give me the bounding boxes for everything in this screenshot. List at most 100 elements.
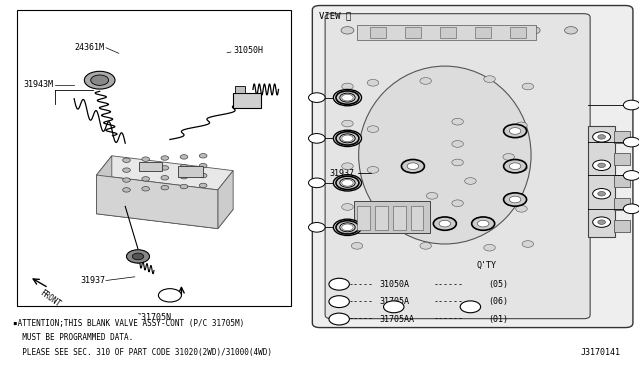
Text: -----: -----	[349, 315, 374, 324]
Bar	[614, 220, 630, 232]
Bar	[370, 28, 386, 38]
Circle shape	[142, 167, 150, 171]
Text: Ⓐ: Ⓐ	[630, 206, 634, 212]
Bar	[440, 28, 456, 38]
Bar	[614, 153, 630, 165]
Circle shape	[340, 93, 355, 102]
Bar	[140, 162, 162, 171]
Circle shape	[127, 250, 150, 263]
Circle shape	[598, 220, 605, 224]
Circle shape	[465, 178, 476, 185]
Circle shape	[477, 220, 489, 227]
Circle shape	[342, 120, 353, 127]
Circle shape	[504, 160, 527, 173]
Circle shape	[308, 134, 325, 143]
Circle shape	[504, 124, 527, 138]
Circle shape	[308, 178, 325, 187]
Bar	[393, 206, 406, 230]
Text: ------: ------	[434, 297, 463, 306]
Circle shape	[484, 244, 495, 251]
Circle shape	[472, 217, 495, 230]
Text: -----: -----	[349, 280, 374, 289]
Circle shape	[504, 193, 527, 206]
Circle shape	[623, 204, 640, 214]
Text: ------: ------	[434, 315, 463, 324]
Circle shape	[341, 27, 354, 34]
Text: Ⓑ: Ⓑ	[630, 173, 634, 178]
Circle shape	[452, 159, 463, 166]
Circle shape	[329, 313, 349, 325]
Circle shape	[407, 163, 419, 170]
Circle shape	[367, 80, 379, 86]
Circle shape	[484, 76, 495, 83]
Circle shape	[308, 93, 325, 102]
Circle shape	[433, 217, 456, 230]
Circle shape	[509, 196, 521, 203]
Circle shape	[91, 75, 109, 86]
Text: (01): (01)	[488, 315, 508, 324]
Circle shape	[522, 241, 534, 247]
Circle shape	[598, 192, 605, 196]
Text: ------: ------	[434, 280, 463, 289]
Bar	[475, 28, 491, 38]
Text: Ⓐ: Ⓐ	[315, 95, 319, 100]
Circle shape	[123, 158, 131, 163]
Text: -----: -----	[349, 297, 374, 306]
Text: 31705AA: 31705AA	[380, 315, 414, 324]
Circle shape	[598, 163, 605, 167]
Circle shape	[308, 222, 325, 232]
Text: (05): (05)	[488, 280, 508, 289]
Circle shape	[593, 217, 611, 227]
Circle shape	[415, 27, 428, 34]
Text: 24361M: 24361M	[74, 42, 104, 51]
FancyBboxPatch shape	[325, 14, 590, 319]
Circle shape	[336, 91, 359, 104]
Text: Ⓐ: Ⓐ	[315, 180, 319, 186]
Text: J3170141: J3170141	[580, 347, 620, 356]
Bar	[411, 206, 424, 230]
Circle shape	[452, 200, 463, 206]
Text: VIEW Ⓐ: VIEW Ⓐ	[319, 11, 351, 20]
Circle shape	[333, 89, 362, 106]
Circle shape	[342, 224, 353, 231]
Text: 31705A: 31705A	[380, 297, 410, 306]
Circle shape	[123, 168, 131, 172]
Text: FRONT: FRONT	[38, 288, 62, 309]
Text: MUST BE PROGRAMMED DATA.: MUST BE PROGRAMMED DATA.	[13, 333, 134, 343]
Text: ‶31705N: ‶31705N	[136, 313, 172, 322]
Polygon shape	[97, 156, 233, 190]
Bar	[232, 93, 260, 108]
Circle shape	[420, 78, 431, 84]
Circle shape	[161, 186, 169, 190]
Circle shape	[342, 180, 353, 186]
Circle shape	[161, 176, 169, 180]
Text: (06): (06)	[488, 297, 508, 306]
Text: ▪ATTENTION;THIS BLANK VALVE ASSY-CONT (P/C 31705M): ▪ATTENTION;THIS BLANK VALVE ASSY-CONT (P…	[13, 319, 244, 328]
Polygon shape	[97, 156, 112, 214]
Text: Ⓐ: Ⓐ	[337, 281, 341, 287]
Circle shape	[333, 130, 362, 147]
Ellipse shape	[358, 66, 531, 244]
Circle shape	[142, 177, 150, 181]
Circle shape	[522, 83, 534, 90]
Bar	[588, 126, 615, 237]
Circle shape	[516, 122, 527, 129]
Bar	[354, 201, 431, 233]
Circle shape	[84, 71, 115, 89]
Circle shape	[329, 278, 349, 290]
Circle shape	[336, 132, 359, 145]
Bar	[614, 176, 630, 187]
Circle shape	[180, 155, 188, 159]
Circle shape	[142, 186, 150, 191]
Circle shape	[401, 160, 424, 173]
Circle shape	[593, 189, 611, 199]
Bar	[405, 28, 421, 38]
Polygon shape	[218, 171, 233, 229]
Circle shape	[598, 135, 605, 139]
Circle shape	[336, 176, 359, 189]
Circle shape	[333, 175, 362, 191]
Circle shape	[199, 173, 207, 178]
Circle shape	[460, 301, 481, 313]
Circle shape	[340, 179, 355, 187]
Circle shape	[161, 166, 169, 170]
